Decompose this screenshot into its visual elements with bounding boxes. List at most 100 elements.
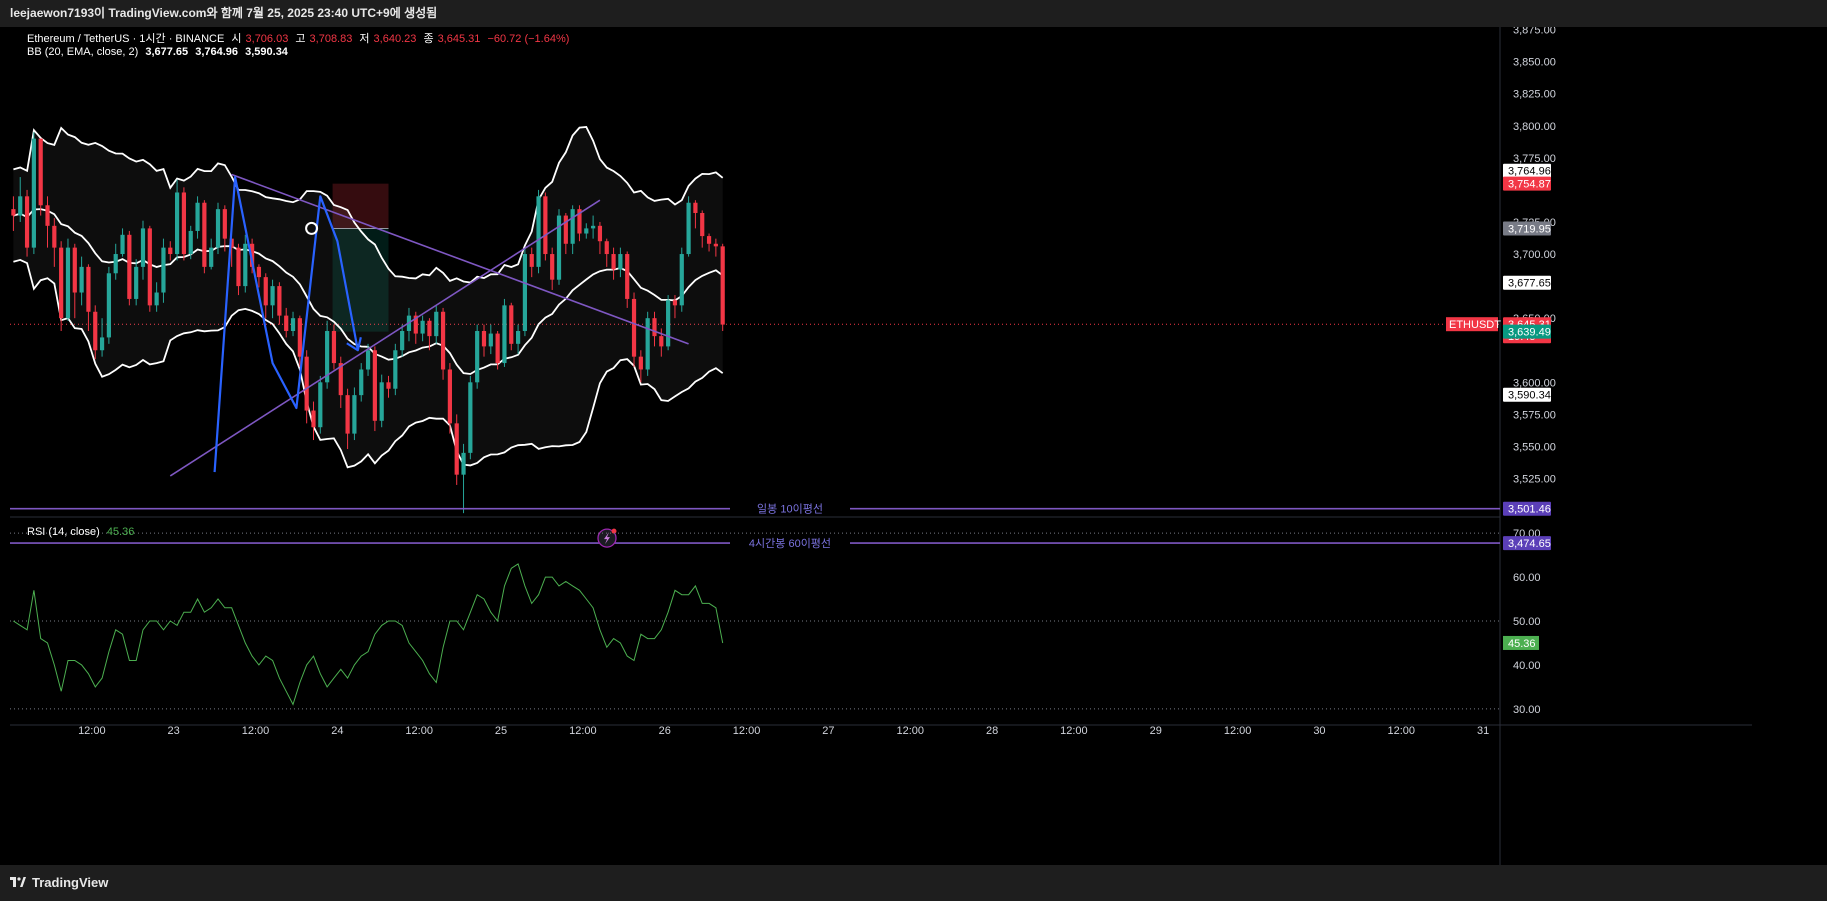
candle: [222, 205, 227, 252]
candle-body: [631, 298, 637, 357]
time-tick: 31: [1477, 725, 1489, 737]
notification-dot: [611, 528, 617, 534]
level-label-bg: [730, 536, 850, 551]
tv-brand-text: TradingView: [32, 875, 109, 890]
candle: [434, 305, 439, 344]
candle: [522, 247, 528, 337]
candle: [550, 247, 555, 290]
candle: [529, 247, 534, 278]
candles: [11, 132, 725, 514]
candle: [666, 295, 671, 351]
candle-body: [577, 209, 582, 234]
candle: [447, 363, 452, 434]
time-tick: 12:00: [1224, 725, 1252, 737]
tag-stop: 3,754.87: [1503, 176, 1551, 191]
level-label-bg: [730, 501, 850, 516]
candle-body: [11, 209, 16, 216]
candle-body: [475, 331, 480, 383]
candle-body: [120, 234, 125, 255]
candle-body: [38, 138, 43, 206]
rsi-tick: 50.00: [1513, 616, 1541, 628]
candle: [611, 247, 616, 280]
candle: [243, 234, 248, 293]
candle-body: [570, 209, 575, 244]
candle: [45, 196, 50, 248]
candle: [59, 241, 64, 332]
rsi-tag: 45.36: [1508, 638, 1536, 650]
candle: [645, 311, 650, 376]
bb-legend[interactable]: BB (20, EMA, close, 2) 3,677.65 3,764.96…: [27, 46, 292, 58]
candle: [509, 302, 514, 351]
candle: [181, 187, 187, 261]
candle-body: [461, 452, 466, 475]
legend-change: −60.72 (−1.64%): [487, 33, 570, 45]
candle: [188, 225, 193, 260]
candle-body: [386, 382, 391, 389]
level-line-label: 일봉 10이평선: [757, 502, 823, 516]
candle-body: [106, 273, 111, 338]
candle: [140, 220, 146, 280]
bb-legend-lower: 3,590.34: [245, 46, 288, 58]
candle-body: [127, 234, 132, 299]
candle: [325, 320, 330, 389]
time-tick: 24: [331, 725, 343, 737]
rsi-tag-bg: [1503, 635, 1539, 650]
candle-body: [209, 247, 214, 267]
tag-target-bg: [1503, 324, 1551, 339]
tag-bb-mid: 3,677.65: [1503, 275, 1551, 290]
candle: [297, 315, 302, 367]
tradingview-logo[interactable]: TradingView: [10, 875, 108, 890]
chart-area[interactable]: 일봉 10이평선 4시간봉 60이평선 3,875.00 3,850.00 3,825…: [10, 27, 1752, 865]
legend-low: 3,640.23: [373, 33, 417, 45]
candle: [631, 292, 637, 367]
candle-body: [413, 315, 418, 334]
candle-body: [202, 202, 207, 267]
candle-body: [72, 247, 77, 293]
symbol-tag: ETHUSDT: [1449, 319, 1501, 331]
axes: 3,875.00 3,850.00 3,825.00 3,800.00 3,775.00…: [78, 27, 1556, 737]
tv-logo-icon: [10, 877, 26, 887]
rsi-legend[interactable]: RSI (14, close) 45.36: [27, 526, 138, 538]
candle-body: [393, 350, 398, 389]
trendline: [231, 173, 689, 345]
time-tick: 12:00: [405, 725, 433, 737]
tag-daily-ma-value: 3,501.46: [1508, 504, 1551, 516]
candle-body: [345, 395, 350, 434]
candle: [290, 311, 296, 337]
chart-canvas[interactable]: 일봉 10이평선 4시간봉 60이평선 3,875.00 3,850.00 3,825…: [10, 27, 1752, 865]
legend-open-label: 시: [231, 33, 242, 45]
candle: [563, 212, 568, 255]
candle: [440, 307, 446, 380]
candle-body: [529, 254, 534, 267]
candle-body: [304, 356, 309, 411]
candle: [652, 311, 657, 347]
candle-body: [181, 192, 187, 255]
candle-body: [563, 215, 568, 244]
candle: [284, 307, 289, 338]
candle: [113, 243, 118, 280]
candle: [18, 177, 23, 222]
candle-body: [454, 423, 459, 475]
candle: [379, 374, 384, 428]
legend-symbol[interactable]: Ethereum / TetherUS · 1시간 · BINANCE: [27, 33, 225, 45]
candle: [256, 264, 262, 288]
position-stop-zone: [332, 183, 389, 229]
candle: [93, 305, 98, 360]
candle-body: [509, 305, 514, 344]
candle-body: [420, 320, 425, 334]
tag-target-value: 3,639.49: [1508, 327, 1551, 339]
candle-body: [134, 266, 139, 299]
candle: [209, 238, 214, 270]
candle: [706, 233, 712, 252]
candle: [318, 375, 323, 434]
tag-bb-lower: 3,590.34: [1503, 387, 1551, 402]
candle: [672, 295, 678, 319]
candle-body: [18, 196, 23, 216]
tag-bb-lower-bg: [1503, 387, 1551, 402]
candle: [127, 230, 132, 306]
candle: [461, 443, 466, 514]
candle-body: [229, 238, 234, 248]
candle-body: [250, 243, 255, 267]
candle: [679, 247, 684, 312]
price-tick: 3,825.00: [1513, 89, 1556, 101]
